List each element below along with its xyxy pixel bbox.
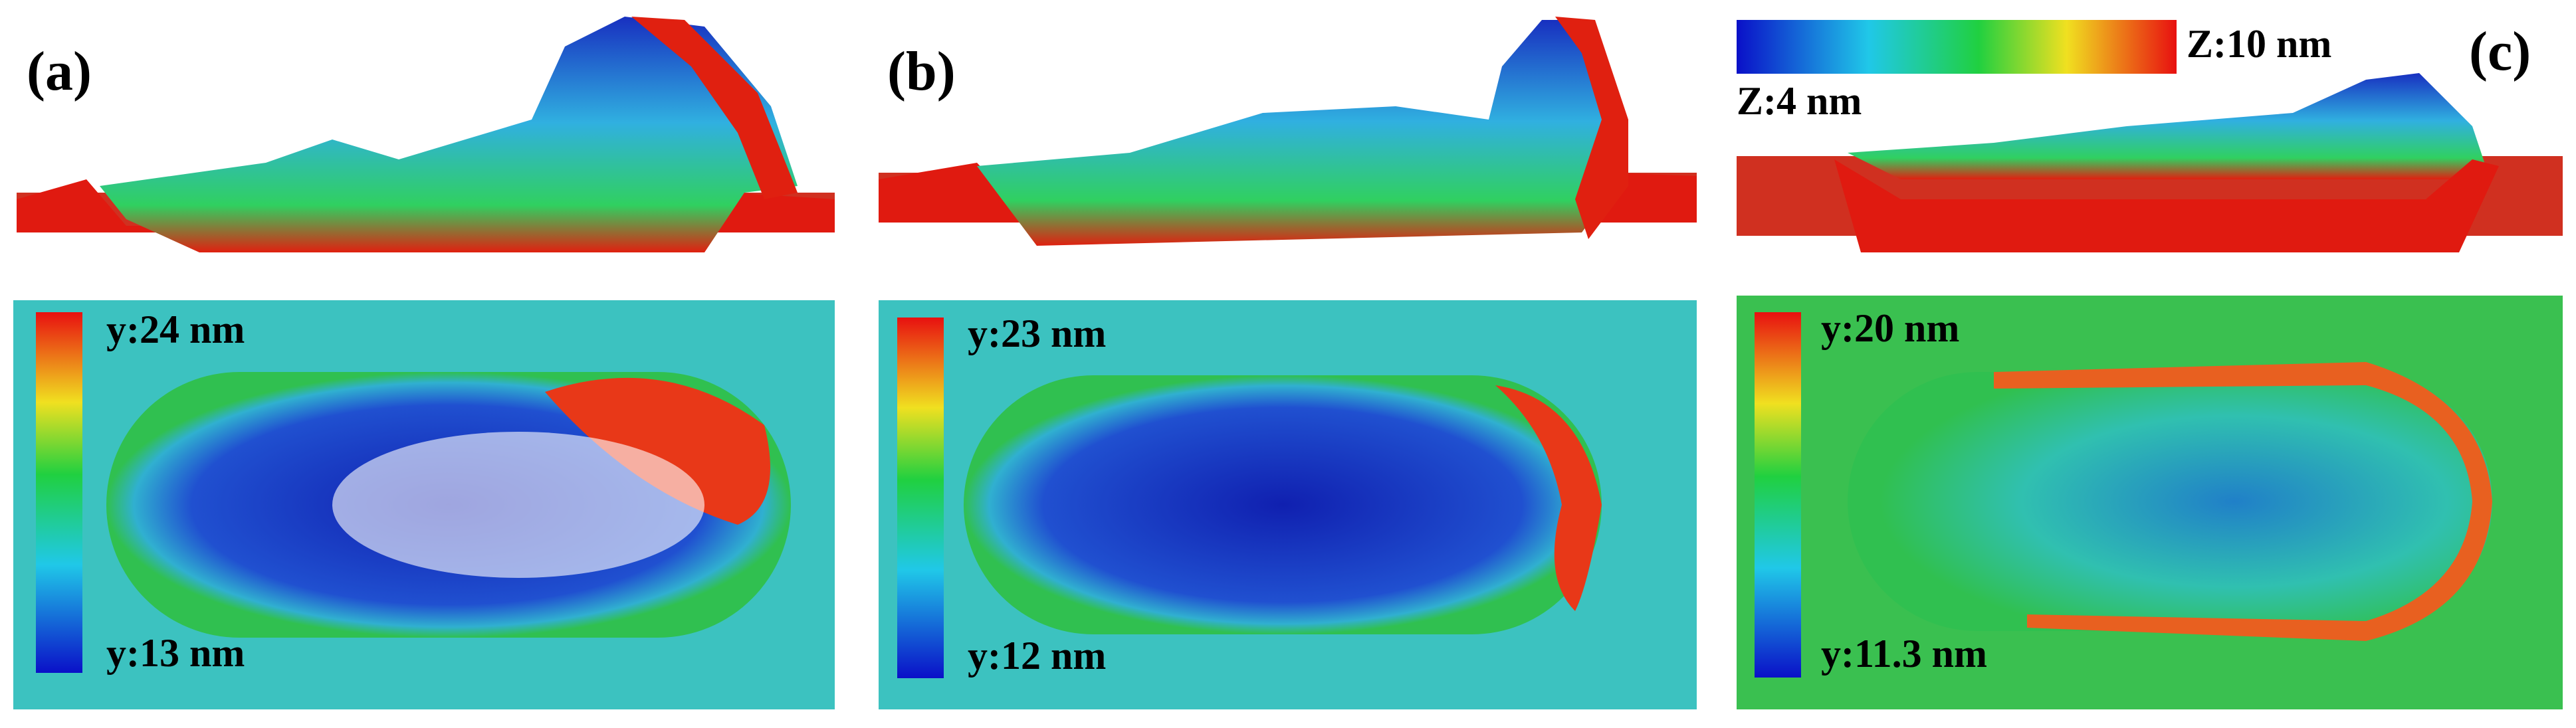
rim: [879, 163, 1697, 223]
groove: [964, 375, 1602, 634]
panel-b: (b) y:23 nm y:12 nm: [879, 17, 1697, 709]
colorbar-z-max: Z:10 nm: [2187, 22, 2331, 66]
colorbar: [1755, 312, 1801, 678]
colorbar-min: y:13 nm: [106, 631, 245, 675]
panel-label: (b): [887, 41, 956, 102]
colorbar-z-min: Z:4 nm: [1737, 79, 1862, 123]
colorbar-min: y:11.3 nm: [1821, 632, 1987, 676]
chip: [1555, 17, 1628, 239]
chip: [631, 17, 798, 199]
colorbar-min: y:12 nm: [968, 634, 1106, 678]
pileup: [977, 20, 1622, 246]
panel-label: (a): [27, 41, 92, 102]
rim: [1834, 159, 2499, 252]
colorbar-z: [1737, 20, 2177, 74]
colorbar-max: y:20 nm: [1821, 306, 1959, 350]
pileup: [100, 17, 798, 252]
rim: [17, 179, 835, 232]
pileup: [1848, 73, 2486, 179]
colorbar: [36, 312, 82, 673]
chip-top: [1495, 385, 1602, 611]
panel-a: (a) y:24 nm y:13 nm: [13, 17, 835, 709]
colorbar-max: y:23 nm: [968, 312, 1106, 355]
colorbar-max: y:24 nm: [106, 308, 245, 351]
panel-c: Z:10 nm Z:4 nm (c) y:20 nm y:11.3 nm: [1737, 20, 2563, 709]
scattered-atoms: [332, 432, 704, 578]
groove: [1848, 372, 2492, 631]
colorbar: [897, 318, 944, 678]
panel-label: (c): [2469, 21, 2531, 82]
chip-top: [545, 377, 770, 525]
